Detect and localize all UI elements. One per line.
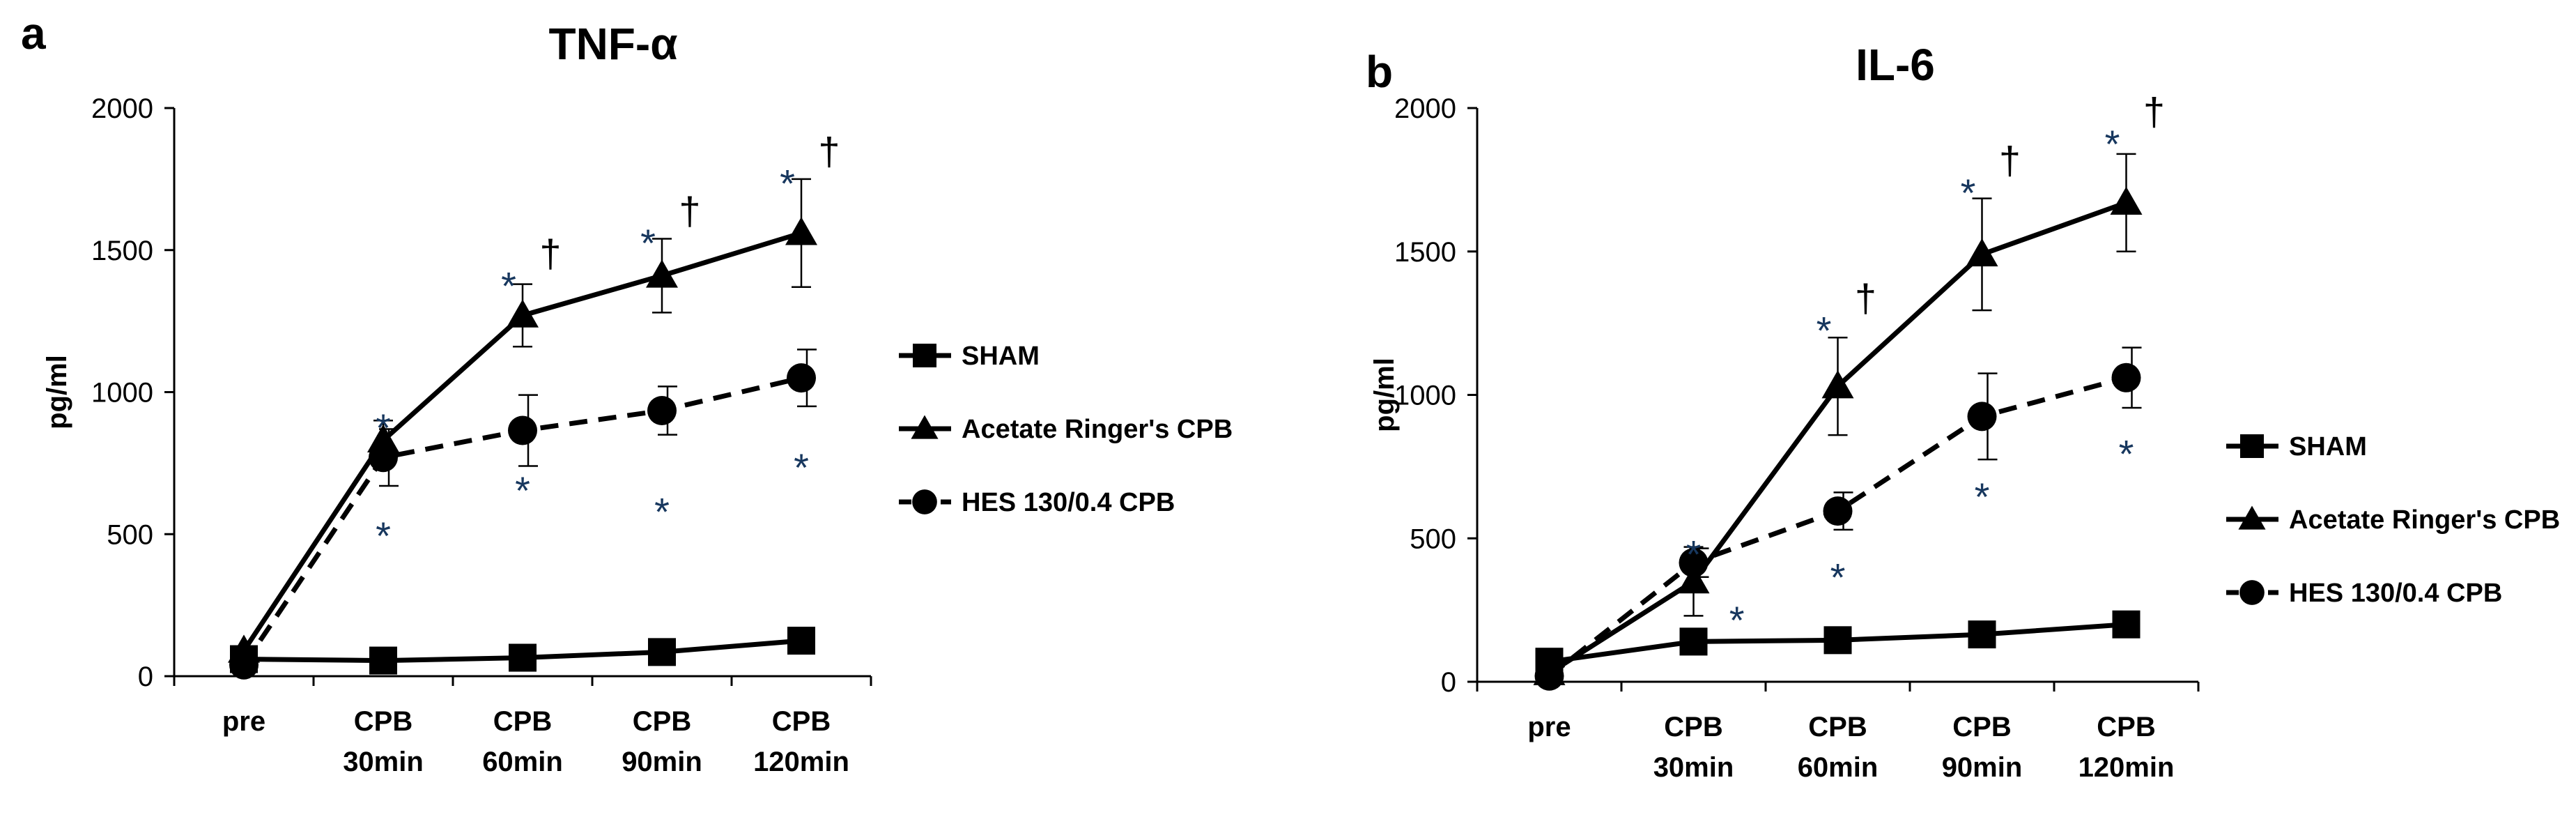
x-tick-label: pre [1527, 712, 1571, 742]
data-point [787, 363, 816, 393]
asterisk-annotation: * [2119, 432, 2134, 475]
data-point [646, 259, 678, 288]
x-tick-label: CPB 30min [1653, 712, 1734, 783]
data-point [1823, 496, 1853, 526]
y-tick-label: 500 [107, 519, 153, 550]
chart-panel-a: a TNF-α 0 500 1000 1500 2000 pre CPB 30min CPB 60mi… [21, 8, 1233, 777]
data-point [369, 646, 397, 675]
asterisk-annotation: * [1817, 308, 1832, 352]
data-point [785, 217, 817, 245]
dagger-annotation: † [1999, 139, 2021, 183]
data-point [1534, 661, 1564, 691]
data-point [508, 415, 537, 445]
chart-title: IL-6 [1856, 40, 1935, 90]
data-point [2112, 610, 2141, 639]
y-tick-label: 1000 [1394, 381, 1456, 411]
legend-label: HES 130/0.4 CPB [962, 488, 1175, 517]
data-point [2110, 186, 2143, 215]
legend-marker [2238, 505, 2266, 530]
asterisk-annotation: * [794, 445, 809, 489]
data-point [1677, 565, 1710, 594]
y-tick-label: 2000 [91, 93, 153, 124]
data-point [2111, 362, 2141, 392]
panel-label: a [21, 8, 46, 59]
series-circle [1534, 346, 2142, 691]
asterisk-annotation: * [1975, 475, 1990, 519]
legend-label: Acetate Ringer's CPB [2289, 505, 2560, 535]
dagger-annotation: † [818, 130, 840, 174]
data-point [1968, 620, 1996, 649]
asterisk-annotation: * [1830, 555, 1846, 599]
y-tick-label: 500 [1410, 524, 1456, 554]
y-tick-label: 0 [138, 662, 153, 692]
x-tick-label: pre [222, 706, 265, 737]
asterisk-annotation: * [1961, 171, 1976, 215]
data-point [1679, 548, 1709, 578]
data-point [1679, 627, 1708, 656]
asterisk-annotation: * [1686, 532, 1702, 576]
legend-marker [2240, 434, 2264, 458]
legend-marker [911, 415, 939, 439]
asterisk-annotation: * [515, 468, 530, 512]
series-triangle [1533, 153, 2143, 685]
data-point [507, 299, 539, 328]
legend-marker [912, 489, 937, 514]
y-tick-label: 0 [1441, 667, 1456, 698]
y-axis-label: pg/ml [1369, 358, 1400, 432]
y-axis-label: pg/ml [42, 355, 72, 429]
x-tick-label: CPB 90min [1942, 712, 2023, 783]
asterisk-annotation: * [1729, 598, 1745, 642]
panel-label: b [1366, 47, 1393, 97]
data-point [1966, 238, 1998, 267]
y-tick-label: 1000 [91, 378, 153, 408]
dagger-annotation: † [679, 189, 700, 233]
legend: SHAM Acetate Ringer's CPB HES 130/0.4 CPB [899, 342, 1233, 517]
series-square [230, 627, 815, 675]
series-line [1548, 200, 2127, 675]
dagger-annotation: † [2143, 90, 2165, 134]
legend-marker [913, 344, 936, 367]
asterisk-annotation: * [640, 221, 656, 265]
legend-label: SHAM [962, 342, 1040, 371]
x-tick-label: CPB 120min [2078, 712, 2175, 783]
x-tick-label: CPB 90min [622, 706, 702, 777]
data-point [1823, 626, 1852, 655]
legend-label: HES 130/0.4 CPB [2289, 579, 2502, 608]
data-point [648, 638, 676, 666]
asterisk-annotation: * [2105, 122, 2120, 166]
legend-label: Acetate Ringer's CPB [962, 415, 1233, 444]
data-point [1821, 370, 1854, 399]
dagger-annotation: † [539, 231, 561, 275]
asterisk-annotation: * [501, 264, 516, 307]
x-tick-label: CPB 30min [343, 706, 424, 777]
y-tick-label: 1500 [1394, 237, 1456, 268]
legend-label: SHAM [2289, 432, 2367, 461]
data-point [229, 650, 259, 680]
legend: SHAM Acetate Ringer's CPB HES 130/0.4 CPB [2226, 432, 2560, 608]
x-tick-label: CPB 60min [482, 706, 563, 777]
x-tick-label: CPB 120min [753, 706, 849, 777]
asterisk-annotation: * [376, 514, 391, 558]
data-point [369, 443, 398, 473]
series-square [1535, 610, 2141, 676]
asterisk-annotation: * [376, 406, 391, 450]
data-point [787, 627, 815, 655]
dagger-annotation: † [1855, 276, 1876, 320]
asterisk-annotation: * [780, 162, 795, 206]
asterisk-annotation: * [654, 489, 670, 533]
y-tick-label: 1500 [91, 236, 153, 266]
x-tick-label: CPB 60min [1798, 712, 1879, 783]
series-circle [229, 349, 817, 680]
chart-title: TNF-α [548, 19, 677, 69]
legend-marker [2239, 580, 2265, 605]
chart-panel-b: b IL-6 0 500 1000 1500 2000 pre CPB 30min CPB 60min… [1366, 40, 2560, 783]
data-point [509, 643, 537, 672]
data-point [647, 395, 677, 425]
data-point [1967, 402, 1997, 432]
y-tick-label: 2000 [1394, 93, 1456, 124]
